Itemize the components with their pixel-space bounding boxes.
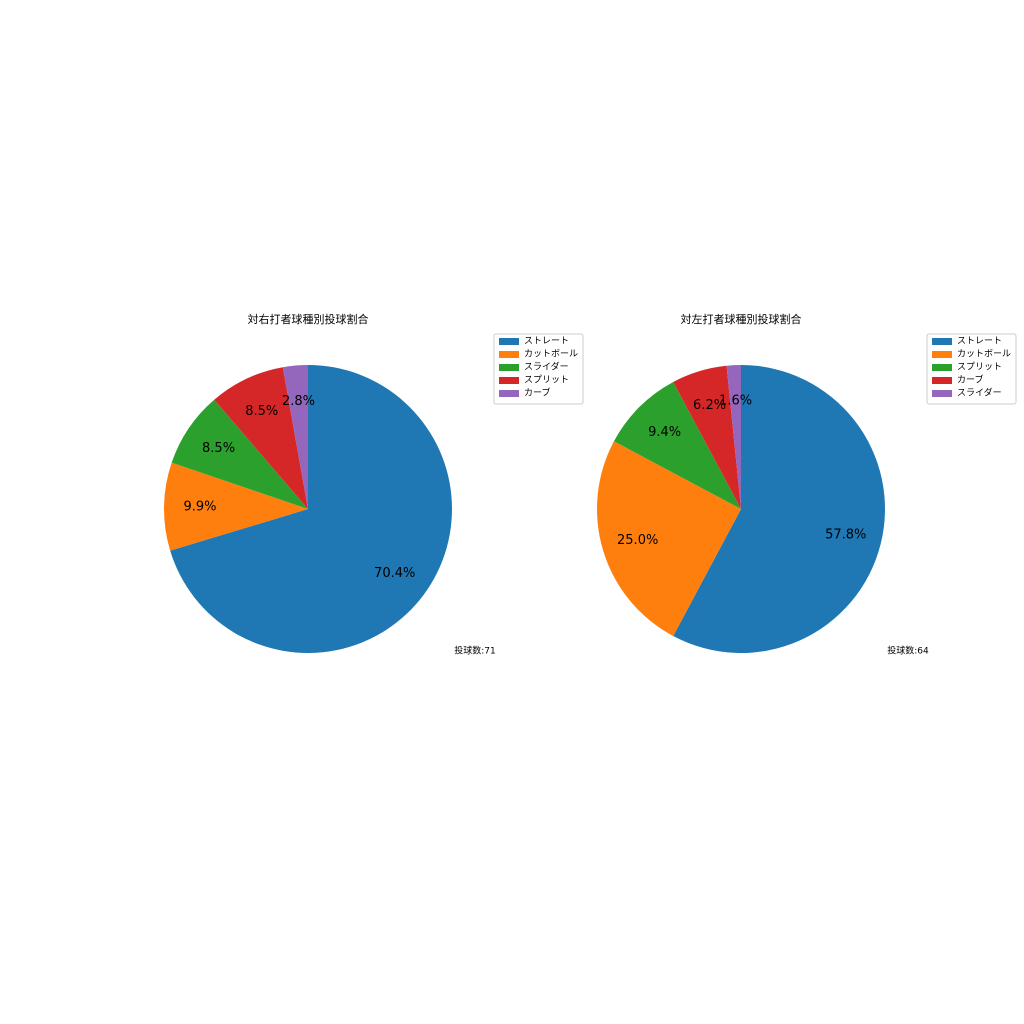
slice-label: 8.5% xyxy=(245,404,278,419)
slice-label: 2.8% xyxy=(282,394,315,409)
pie-slice xyxy=(164,462,308,551)
legend-swatch xyxy=(932,364,952,371)
legend-label: カットボール xyxy=(524,349,578,360)
pie-slice xyxy=(726,365,741,509)
pie-slice xyxy=(596,441,741,637)
legend-swatch xyxy=(499,390,519,397)
pie-slice xyxy=(170,365,453,654)
legend-swatch xyxy=(932,390,952,397)
slice-label: 6.2% xyxy=(693,398,726,413)
chart-title: 対右打者球種別投球割合 xyxy=(248,312,369,326)
legend-swatch xyxy=(932,377,952,384)
legend-label: スライダー xyxy=(957,387,1002,399)
slice-label: 25.0% xyxy=(617,533,658,548)
slice-label: 57.8% xyxy=(825,528,866,543)
slice-label: 9.9% xyxy=(184,500,217,515)
pie-slice xyxy=(282,365,308,509)
legend-label: ストレート xyxy=(957,337,1002,347)
pie-slice xyxy=(673,365,741,509)
legend-label: カットボール xyxy=(957,349,1011,360)
pie-slice xyxy=(171,399,308,509)
slice-label: 70.4% xyxy=(374,566,415,581)
chart-title: 対左打者球種別投球割合 xyxy=(681,312,802,326)
legend-swatch xyxy=(932,351,952,358)
pie-slice xyxy=(214,367,308,509)
slice-label: 9.4% xyxy=(648,425,681,440)
legend-label: スプリット xyxy=(524,375,569,386)
legend-swatch xyxy=(932,338,952,345)
pie-slice xyxy=(673,365,885,654)
pie-slice xyxy=(613,381,741,509)
legend-label: カーブ xyxy=(524,387,550,399)
annotation: 投球数:71 xyxy=(454,645,496,657)
legend-swatch xyxy=(499,377,519,384)
legend-label: カーブ xyxy=(957,374,983,386)
legend-label: ストレート xyxy=(524,337,569,347)
slice-label: 8.5% xyxy=(202,441,235,456)
legend-swatch xyxy=(499,364,519,371)
legend-label: スライダー xyxy=(524,361,569,373)
legend-swatch xyxy=(499,351,519,358)
slice-label: 1.6% xyxy=(719,394,752,409)
annotation: 投球数:64 xyxy=(887,645,929,657)
legend-label: スプリット xyxy=(957,362,1002,373)
legend-swatch xyxy=(499,338,519,345)
